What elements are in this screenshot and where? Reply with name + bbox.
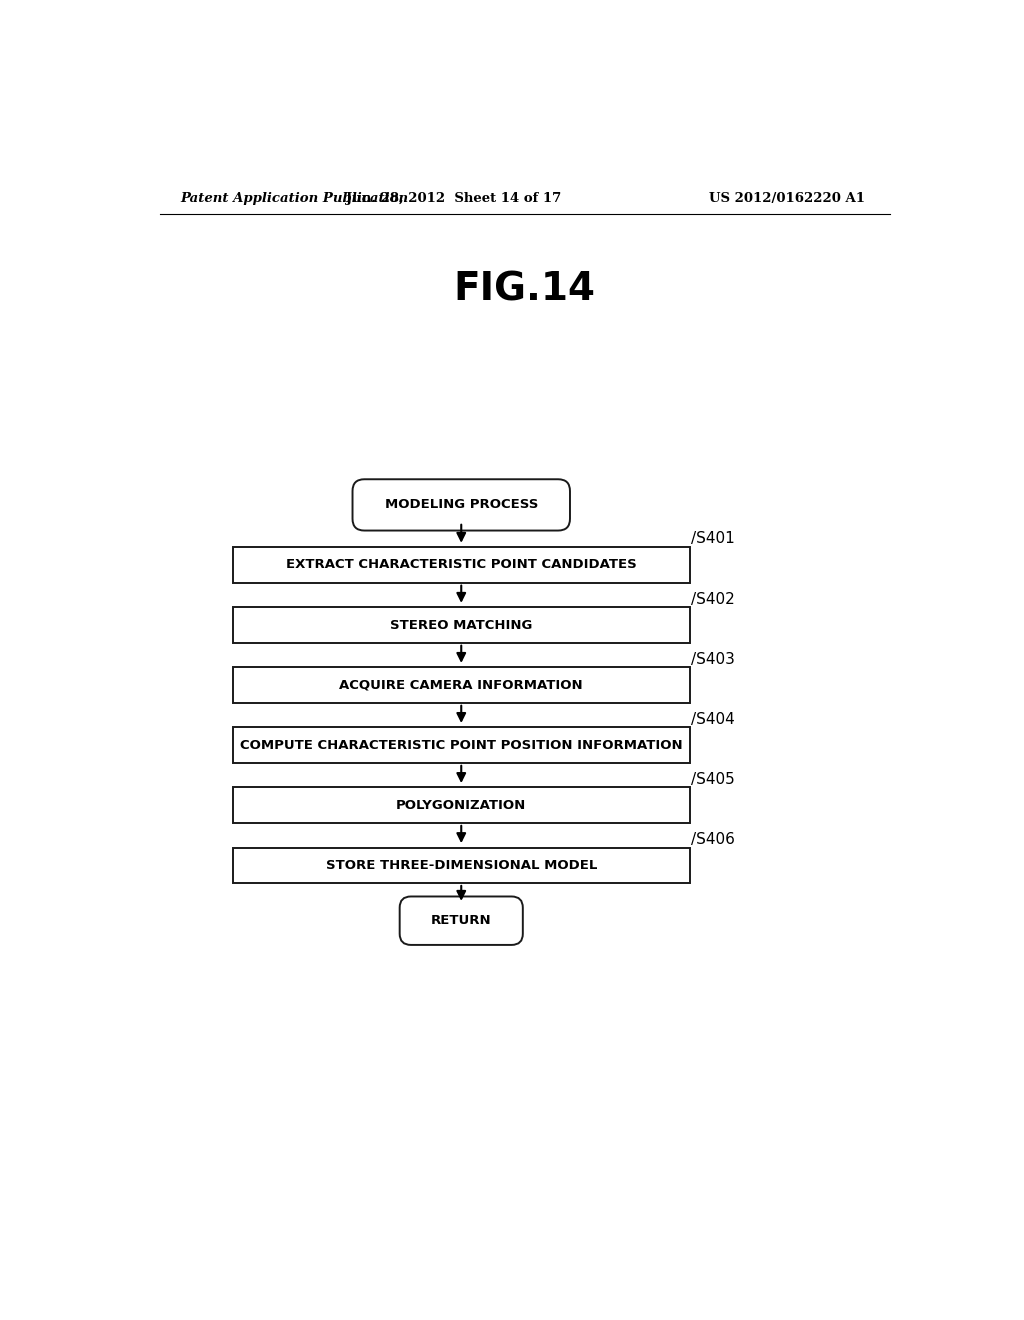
Text: Patent Application Publication: Patent Application Publication <box>180 191 409 205</box>
Bar <box>232 548 690 582</box>
Text: POLYGONIZATION: POLYGONIZATION <box>396 799 526 812</box>
Text: EXTRACT CHARACTERISTIC POINT CANDIDATES: EXTRACT CHARACTERISTIC POINT CANDIDATES <box>286 558 637 572</box>
Bar <box>232 727 690 763</box>
Text: /S405: /S405 <box>691 772 735 787</box>
Text: /S403: /S403 <box>691 652 735 667</box>
Bar <box>232 788 690 822</box>
Text: RETURN: RETURN <box>431 915 492 927</box>
Text: STORE THREE-DIMENSIONAL MODEL: STORE THREE-DIMENSIONAL MODEL <box>326 859 597 871</box>
Text: STEREO MATCHING: STEREO MATCHING <box>390 619 532 631</box>
Bar <box>232 607 690 643</box>
Text: /S401: /S401 <box>691 532 735 546</box>
Bar <box>232 847 690 883</box>
Text: /S406: /S406 <box>691 832 735 847</box>
Text: /S404: /S404 <box>691 711 735 726</box>
Text: US 2012/0162220 A1: US 2012/0162220 A1 <box>710 191 865 205</box>
Text: Jun. 28, 2012  Sheet 14 of 17: Jun. 28, 2012 Sheet 14 of 17 <box>346 191 561 205</box>
Text: FIG.14: FIG.14 <box>454 271 596 309</box>
Bar <box>232 668 690 702</box>
FancyBboxPatch shape <box>352 479 570 531</box>
Text: MODELING PROCESS: MODELING PROCESS <box>385 499 538 511</box>
Text: COMPUTE CHARACTERISTIC POINT POSITION INFORMATION: COMPUTE CHARACTERISTIC POINT POSITION IN… <box>240 739 683 751</box>
Text: /S402: /S402 <box>691 591 735 607</box>
FancyBboxPatch shape <box>399 896 523 945</box>
Text: ACQUIRE CAMERA INFORMATION: ACQUIRE CAMERA INFORMATION <box>339 678 583 692</box>
